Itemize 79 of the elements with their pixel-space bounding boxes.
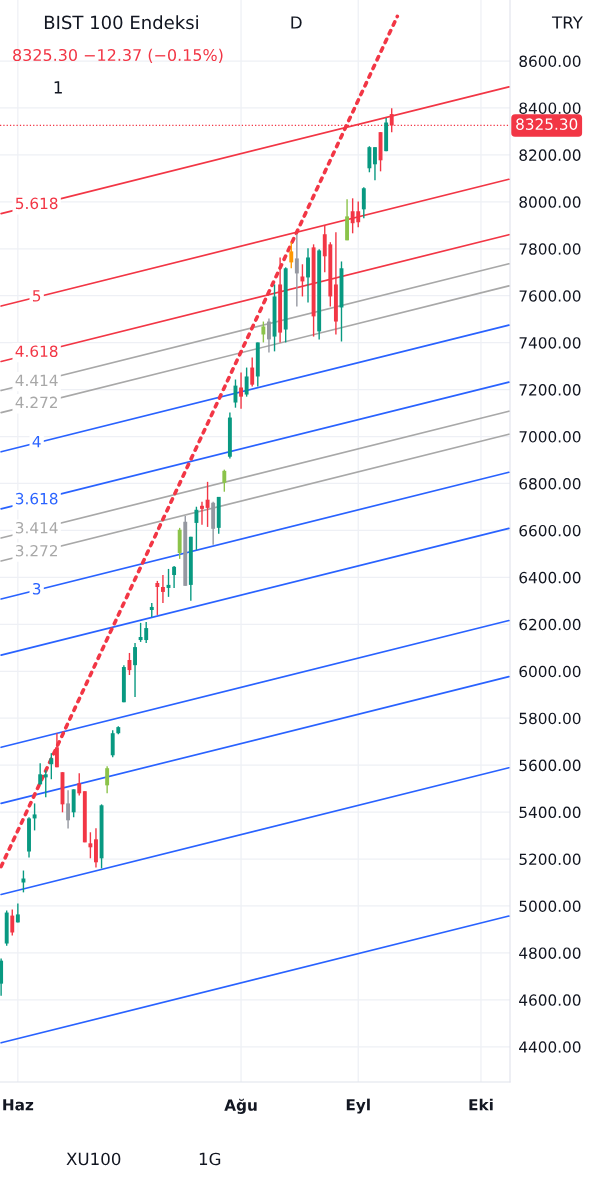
y-tick-label: 6600.00 (519, 524, 581, 537)
candlestick (177, 527, 182, 560)
candlestick (205, 481, 210, 528)
series-label: 3 (32, 582, 41, 595)
text: 8325.30 −12.37 (−0.15%) (13, 48, 223, 63)
x-tick-label: Eki (469, 1098, 493, 1111)
annotation: 1 (54, 81, 62, 94)
series-label: 3.414 (15, 521, 58, 534)
candlestick (367, 145, 372, 173)
y-tick-label: 7600.00 (519, 290, 581, 302)
text: XU100 (66, 1152, 121, 1166)
text: 1G (199, 1152, 221, 1166)
y-tick-label: 7400.00 (519, 337, 581, 349)
ref-line-label: 8325.30 (516, 118, 578, 130)
candlestick (250, 356, 255, 388)
candlestick (244, 366, 249, 398)
annotation: D (291, 16, 302, 29)
candlestick (0, 957, 4, 997)
candlestick (94, 827, 98, 869)
candlestick (77, 772, 82, 797)
candlestick (361, 186, 366, 219)
y-tick-label: 4400.00 (519, 1041, 581, 1053)
x-tick-label: Eyl (346, 1098, 370, 1114)
candlestick (43, 769, 48, 798)
series-label: 4.272 (15, 396, 57, 408)
y-tick-label: 6200.00 (519, 618, 581, 631)
candlestick (172, 565, 177, 589)
candlestick (289, 241, 294, 269)
candlestick (200, 501, 204, 526)
candlestick (10, 908, 15, 937)
candlestick (105, 765, 110, 795)
y-tick-label: 5600.00 (519, 759, 581, 772)
series-label: 4.618 (15, 345, 58, 358)
y-tick-label: 4800.00 (519, 947, 581, 959)
series-label: 4.414 (15, 374, 58, 386)
y-tick-label: 5400.00 (519, 806, 581, 819)
candlestick (66, 789, 71, 830)
y-tick-label: 5000.00 (519, 900, 581, 912)
x-tick-label: Ağu (224, 1098, 257, 1114)
candlestick (239, 371, 243, 410)
candlestick (300, 263, 305, 298)
candlestick (294, 233, 299, 308)
series-label: 3.618 (15, 492, 58, 505)
series-label: 5.618 (15, 197, 58, 210)
y-tick-label: 7200.00 (519, 384, 581, 396)
y-tick-label: 4600.00 (519, 994, 581, 1006)
candlestick (194, 506, 199, 551)
text: TRY (551, 16, 583, 29)
candlestick (160, 574, 165, 604)
candlestick (155, 580, 160, 616)
candlestick (267, 317, 271, 354)
candlestick (373, 146, 377, 181)
text: BIST 100 Endeksi (44, 15, 198, 30)
candlestick (110, 729, 115, 758)
candlestick (133, 642, 137, 698)
y-tick-label: 6000.00 (519, 665, 581, 678)
candlestick (32, 802, 37, 832)
candlestick (261, 320, 266, 344)
y-tick-label: 8400.00 (519, 102, 581, 114)
series-label: 4 (32, 436, 41, 448)
y-tick-label: 8200.00 (519, 149, 581, 161)
y-tick-label: 5800.00 (519, 712, 581, 725)
candlestick (222, 468, 227, 493)
y-tick-label: 8000.00 (519, 196, 581, 208)
candlestick (88, 831, 93, 860)
series-label: 3.272 (15, 544, 57, 557)
y-tick-label: 5200.00 (519, 853, 581, 866)
candlestick (345, 198, 350, 242)
candlestick (49, 752, 54, 780)
y-tick-label: 6800.00 (519, 477, 581, 490)
x-tick-label: Haz (3, 1099, 34, 1111)
y-tick-label: 8600.00 (519, 55, 581, 68)
y-tick-label: 7000.00 (519, 431, 581, 443)
series-label: 5 (32, 290, 41, 302)
candlestick (54, 732, 59, 768)
candlestick (71, 788, 76, 818)
y-tick-label: 7800.00 (519, 243, 581, 255)
y-tick-label: 6400.00 (519, 571, 581, 584)
candlestick (306, 247, 310, 304)
